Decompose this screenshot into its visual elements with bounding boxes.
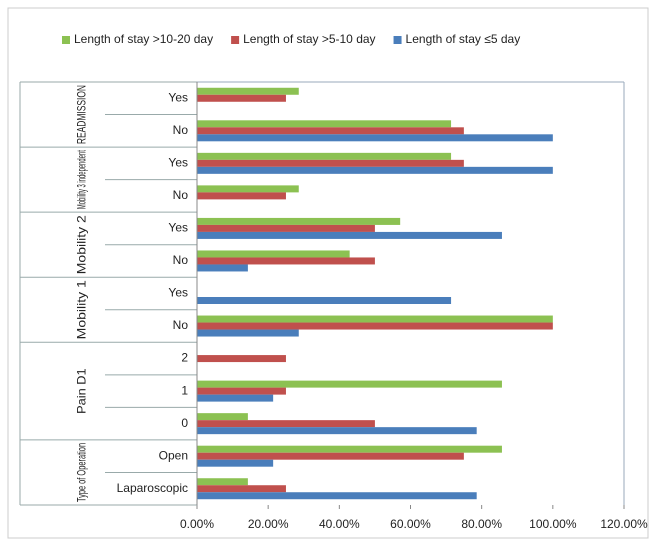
category-label: Yes xyxy=(168,90,188,104)
bar xyxy=(197,159,464,167)
group-label: Type of Operation xyxy=(75,443,89,502)
bar xyxy=(197,152,452,160)
bar xyxy=(197,231,502,239)
chart-frame xyxy=(7,7,649,539)
category-label: Yes xyxy=(168,286,188,300)
bar xyxy=(197,329,299,337)
x-tick-label: 40.00% xyxy=(319,517,360,531)
bar xyxy=(197,87,299,95)
bar xyxy=(197,185,299,193)
group-label: Mobility 2 xyxy=(75,215,89,274)
bar xyxy=(197,257,375,265)
category-label: Yes xyxy=(168,156,188,170)
category-label: Yes xyxy=(168,221,188,235)
bar xyxy=(197,134,553,142)
bar xyxy=(197,166,553,174)
bar xyxy=(197,420,375,428)
bar xyxy=(197,127,464,135)
x-tick-label: 100.00% xyxy=(529,517,577,531)
category-label: No xyxy=(173,188,189,202)
group-label: Mobility 3 independent xyxy=(75,150,89,209)
category-label: No xyxy=(173,318,189,332)
bar xyxy=(197,485,286,493)
group-label: Mobility 1 xyxy=(75,280,89,339)
legend-label: Length of stay >10-20 day xyxy=(74,32,213,46)
bar xyxy=(197,264,248,272)
category-label: 2 xyxy=(181,351,188,365)
bar xyxy=(197,322,553,330)
group-label: READMISSION xyxy=(75,85,89,144)
bar xyxy=(197,315,553,323)
bar xyxy=(197,250,350,258)
bar xyxy=(197,492,477,500)
x-tick-label: 0.00% xyxy=(180,517,214,531)
bar xyxy=(197,452,464,460)
bar xyxy=(197,192,286,200)
x-tick-label: 20.00% xyxy=(248,517,289,531)
bar xyxy=(197,427,477,435)
category-label: Laparoscopic xyxy=(117,481,188,495)
legend-swatch xyxy=(393,36,402,44)
category-label: 0 xyxy=(181,416,188,430)
legend-swatch xyxy=(62,36,70,44)
bar xyxy=(197,94,286,102)
bar xyxy=(197,224,375,232)
x-tick-label: 60.00% xyxy=(390,517,431,531)
bar xyxy=(197,387,286,395)
bar xyxy=(197,355,286,363)
bar xyxy=(197,394,274,402)
x-tick-label: 80.00% xyxy=(461,517,502,531)
bar xyxy=(197,217,401,225)
x-tick-label: 120.00% xyxy=(600,517,648,531)
category-label: 1 xyxy=(181,383,188,397)
legend-label: Length of stay >5-10 day xyxy=(243,32,375,46)
bar xyxy=(197,297,452,304)
legend-label: Length of stay ≤5 day xyxy=(406,32,521,46)
bar xyxy=(197,459,274,467)
legend-swatch xyxy=(231,36,240,44)
bar xyxy=(197,120,452,128)
bar xyxy=(197,413,248,421)
bar xyxy=(197,445,502,453)
group-label: Pain D1 xyxy=(75,368,89,414)
bar xyxy=(197,478,248,486)
category-label: No xyxy=(173,253,189,267)
category-label: No xyxy=(173,123,189,137)
category-label: Open xyxy=(159,448,188,462)
bar xyxy=(197,380,502,388)
